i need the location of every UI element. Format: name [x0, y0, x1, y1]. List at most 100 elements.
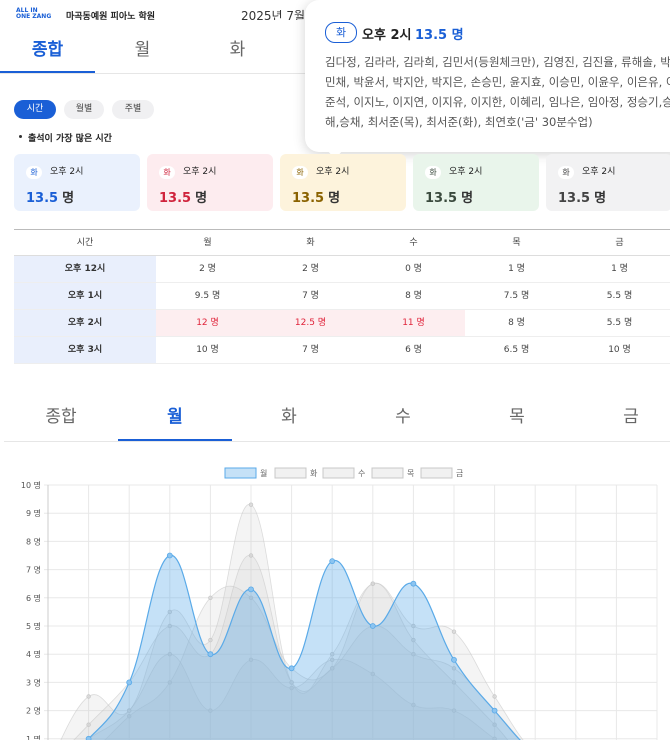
- data-point: [411, 623, 416, 629]
- y-tick-label: 1 명: [26, 734, 41, 740]
- legend-label[interactable]: 월: [260, 468, 267, 478]
- popup-names: 김다정, 김라라, 김라희, 김민서(등원체크만), 김영진, 김진율, 류해솔…: [325, 52, 670, 132]
- area-line: [60, 504, 524, 740]
- data-point: [248, 553, 254, 558]
- data-point: [289, 680, 294, 685]
- card-count: 13.5 명: [159, 187, 207, 206]
- table-cell: 11 명: [362, 310, 465, 337]
- data-point: [208, 637, 213, 643]
- table-cell: 7.5 명: [465, 283, 568, 310]
- day-tab[interactable]: 목: [509, 407, 525, 427]
- card-count-unit: 명: [62, 191, 75, 206]
- card-count: 13.5 명: [425, 187, 473, 206]
- data-point: [207, 651, 214, 658]
- month[interactable]: 2025년 7월: [241, 9, 306, 23]
- data-point: [208, 595, 213, 600]
- card-count-value: 13.5: [292, 191, 325, 206]
- y-tick-label: 5 명: [26, 621, 41, 631]
- stat-card: 화 오후 2시 13.5 명: [14, 154, 140, 211]
- y-tick-label: 8 명: [26, 536, 41, 546]
- top-tab[interactable]: 종합: [31, 40, 64, 60]
- tooltip-popup: 화 오후 2시 13.5 명 김다정, 김라라, 김라희, 김민서(등원체크만)…: [305, 0, 670, 159]
- data-point: [167, 651, 172, 657]
- data-point: [330, 666, 335, 671]
- section-title: 출석이 가장 많은 시간: [28, 134, 112, 144]
- area-fill: [86, 654, 497, 740]
- data-point: [411, 637, 416, 643]
- legend-swatch[interactable]: [371, 467, 404, 479]
- area-fill: [60, 504, 524, 740]
- data-point: [330, 657, 335, 663]
- card-count-value: 13.5: [26, 191, 59, 206]
- y-tick-label: 7 명: [26, 565, 41, 575]
- legend-swatch[interactable]: [224, 467, 257, 479]
- chart: 1 명 2 명 3 명 4 명 5 명 6 명 7 명 8 명 9 명 10 명 월 화 수 목 금: [21, 467, 658, 740]
- data-point: [491, 707, 498, 714]
- area-fill: [73, 555, 521, 740]
- day-tab[interactable]: 금: [623, 407, 639, 427]
- table-header-cell: 월: [156, 229, 259, 256]
- legend-label[interactable]: 목: [407, 469, 414, 478]
- y-tick-label: 3 명: [26, 677, 41, 687]
- data-point: [370, 581, 375, 586]
- popup-name-line: 준석, 이지노, 이지연, 이지유, 이지한, 이혜리, 임나은, 임아정, 정…: [325, 95, 670, 109]
- data-point: [167, 623, 172, 629]
- data-point: [126, 708, 132, 713]
- popup-time: 오후 2시: [362, 28, 412, 43]
- day-tab[interactable]: 월: [167, 407, 183, 427]
- card-count: 13.5 명: [558, 187, 606, 206]
- table-cell: 6.5 명: [465, 337, 568, 364]
- card-count-unit: 명: [328, 191, 341, 206]
- table-cell: 2 명: [156, 256, 259, 283]
- data-point: [411, 702, 416, 708]
- card-day-badge: 화: [26, 166, 42, 179]
- table-cell: 7 명: [259, 337, 362, 364]
- filter-pill[interactable]: 시간: [14, 100, 56, 119]
- y-tick-label: 10 명: [21, 480, 41, 490]
- data-point: [166, 552, 173, 559]
- table-cell: 12 명: [156, 310, 259, 337]
- stat-card: 화 오후 2시 13.5 명: [546, 154, 670, 211]
- card-count-value: 13.5: [159, 191, 192, 206]
- table-cell: 1 명: [465, 256, 568, 283]
- legend-swatch[interactable]: [274, 467, 307, 479]
- y-tick-label: 9 명: [26, 508, 41, 518]
- data-point: [86, 722, 91, 727]
- bullet: [19, 135, 22, 138]
- table-cell: 2 명: [259, 256, 362, 283]
- table-header-cell: 금: [568, 229, 670, 256]
- table-cell: 12.5 명: [259, 310, 362, 337]
- filter-pill[interactable]: 주별: [112, 100, 154, 119]
- data-point: [329, 558, 336, 565]
- data-point: [86, 694, 91, 699]
- day-tab[interactable]: 수: [395, 407, 411, 427]
- legend-label[interactable]: 금: [456, 469, 463, 478]
- popup-name-line: 김다정, 김라라, 김라희, 김민서(등원체크만), 김영진, 김진율, 류해솔…: [325, 55, 670, 69]
- table-cell: 8 명: [362, 283, 465, 310]
- filter-pill[interactable]: 월별: [64, 100, 104, 119]
- data-point: [451, 680, 457, 685]
- popup-name-line: 민채, 박윤서, 박지안, 박지은, 손승민, 윤지효, 이승민, 이윤우, 이…: [325, 75, 670, 89]
- table-cell: 6 명: [362, 337, 465, 364]
- day-tab[interactable]: 종합: [45, 407, 77, 427]
- popup-name-line: 해,승채, 최서준(목), 최서준(화), 최연호('금' 30분수업): [325, 115, 593, 129]
- top-tab[interactable]: 화: [229, 40, 246, 60]
- legend-label[interactable]: 수: [358, 469, 365, 478]
- data-point: [167, 609, 172, 615]
- card-time: 오후 2시: [449, 167, 483, 177]
- legend-label[interactable]: 화: [310, 469, 318, 478]
- card-day-badge: 화: [558, 166, 574, 179]
- stat-card: 화 오후 2시 13.5 명: [413, 154, 539, 211]
- data-point: [248, 502, 254, 507]
- popup-day: 화: [325, 22, 357, 43]
- card-count: 13.5 명: [26, 187, 74, 206]
- legend-swatch[interactable]: [322, 467, 355, 479]
- top-tab[interactable]: 월: [134, 40, 151, 60]
- data-point: [369, 623, 376, 629]
- day-tab[interactable]: 화: [281, 407, 297, 427]
- tab-underline: [0, 71, 95, 73]
- card-count-value: 13.5: [558, 191, 591, 206]
- legend-swatch[interactable]: [420, 467, 453, 479]
- table-cell: 10 명: [568, 337, 670, 364]
